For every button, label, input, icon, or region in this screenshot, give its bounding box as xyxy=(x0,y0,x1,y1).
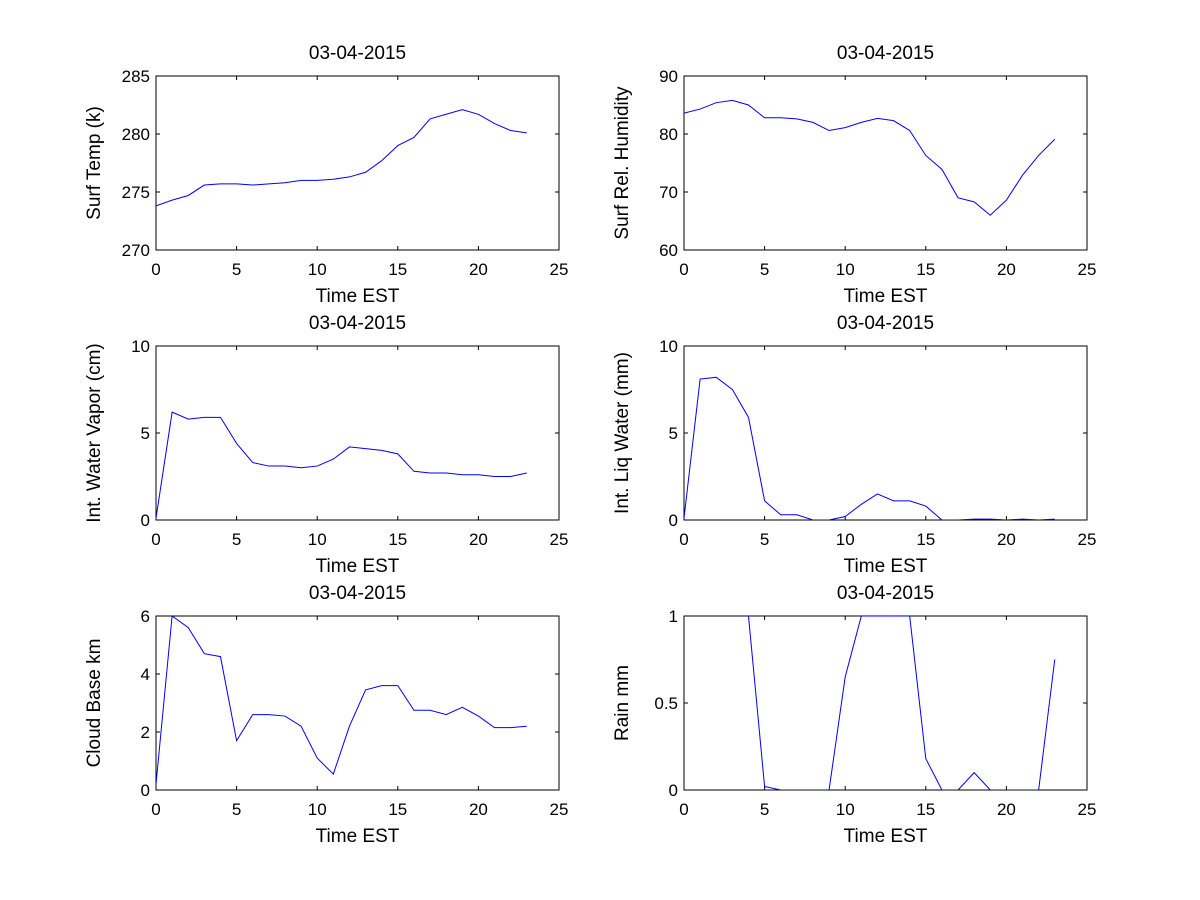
y-tick-label: 270 xyxy=(122,241,150,260)
chart-panel-5: 0 5 10 15 20 25 0 2 4 6 03-04-2015 Time EST Cloud Ba… xyxy=(84,583,568,847)
plot-area xyxy=(683,615,1088,791)
y-axis-label: Surf Temp (k) xyxy=(84,106,105,220)
x-axis-label: Time EST xyxy=(316,556,400,577)
chart-title: 03-04-2015 xyxy=(309,583,406,604)
chart-title: 03-04-2015 xyxy=(837,583,934,604)
x-tick-label: 0 xyxy=(151,800,160,819)
x-tick-label: 20 xyxy=(469,260,488,279)
y-tick-label: 0 xyxy=(669,511,678,530)
x-axis-label: Time EST xyxy=(316,826,400,847)
plot-area xyxy=(683,345,1088,521)
x-tick-label: 5 xyxy=(232,260,241,279)
x-tick-label: 5 xyxy=(760,800,769,819)
x-tick-label: 25 xyxy=(550,260,569,279)
x-tick-label: 15 xyxy=(916,800,935,819)
x-tick-label: 25 xyxy=(550,800,569,819)
x-tick-label: 5 xyxy=(232,800,241,819)
chart-panel-3: 0 5 10 15 20 25 0 5 10 03-04-2015 Time EST Int. Wat… xyxy=(84,313,568,577)
x-tick-label: 0 xyxy=(151,530,160,549)
x-tick-label: 15 xyxy=(916,530,935,549)
y-tick-label: 0 xyxy=(141,781,150,800)
series-line xyxy=(684,376,1055,520)
chart-panel-2: 0 5 10 15 20 25 60 70 80 90 03-04-2015 Time EST Surf… xyxy=(612,43,1096,307)
x-tick-label: 25 xyxy=(1078,800,1097,819)
series-line xyxy=(684,99,1056,216)
x-tick-label: 0 xyxy=(679,260,688,279)
y-tick-label: 275 xyxy=(122,183,150,202)
x-tick-label: 20 xyxy=(997,530,1016,549)
y-tick-label: 2 xyxy=(141,723,150,742)
series-line xyxy=(156,411,527,519)
y-tick-label: 10 xyxy=(659,337,678,356)
y-tick-label: 5 xyxy=(669,424,678,443)
x-tick-label: 5 xyxy=(232,530,241,549)
x-tick-label: 10 xyxy=(308,800,327,819)
y-tick-label: 285 xyxy=(122,67,150,86)
chart-title: 03-04-2015 xyxy=(309,313,406,334)
x-tick-label: 10 xyxy=(836,800,855,819)
chart-title: 03-04-2015 xyxy=(309,43,406,64)
plot-area xyxy=(155,345,560,521)
series-line xyxy=(156,616,527,785)
chart-title: 03-04-2015 xyxy=(837,313,934,334)
x-axis-label: Time EST xyxy=(844,286,928,307)
y-axis-label: Cloud Base km xyxy=(84,639,105,768)
x-tick-label: 25 xyxy=(550,530,569,549)
x-tick-label: 20 xyxy=(469,800,488,819)
y-axis-label: Int. Water Vapor (cm) xyxy=(84,343,105,522)
chart-title: 03-04-2015 xyxy=(837,43,934,64)
y-tick-label: 0 xyxy=(669,781,678,800)
x-tick-label: 0 xyxy=(679,530,688,549)
plot-area xyxy=(155,75,560,251)
x-tick-label: 0 xyxy=(151,260,160,279)
x-tick-label: 15 xyxy=(388,260,407,279)
y-tick-label: 5 xyxy=(141,424,150,443)
x-tick-label: 0 xyxy=(679,800,688,819)
chart-panel-6: 0 5 10 15 20 25 0 0.5 1 03-04-2015 Time EST Rain mm xyxy=(612,583,1097,847)
chart-panel-4: 0 5 10 15 20 25 0 5 10 03-04-2015 Time EST Int. Liq… xyxy=(612,313,1096,577)
x-axis-label: Time EST xyxy=(844,826,928,847)
y-tick-label: 90 xyxy=(659,67,678,86)
y-tick-label: 0.5 xyxy=(654,694,678,713)
plot-area xyxy=(683,75,1088,251)
x-tick-label: 20 xyxy=(469,530,488,549)
x-axis-label: Time EST xyxy=(316,286,400,307)
x-tick-label: 25 xyxy=(1078,530,1097,549)
x-tick-label: 15 xyxy=(916,260,935,279)
y-tick-label: 280 xyxy=(122,125,150,144)
series-line xyxy=(156,109,527,207)
y-tick-label: 1 xyxy=(669,607,678,626)
x-tick-label: 15 xyxy=(388,800,407,819)
x-tick-label: 20 xyxy=(997,800,1016,819)
y-tick-label: 10 xyxy=(131,337,150,356)
y-tick-label: 70 xyxy=(659,183,678,202)
y-tick-label: 80 xyxy=(659,125,678,144)
x-tick-label: 25 xyxy=(1078,260,1097,279)
x-tick-label: 10 xyxy=(836,260,855,279)
x-tick-label: 20 xyxy=(997,260,1016,279)
y-axis-label: Rain mm xyxy=(612,665,633,741)
y-tick-label: 6 xyxy=(141,607,150,626)
x-tick-label: 10 xyxy=(308,530,327,549)
x-tick-label: 5 xyxy=(760,260,769,279)
y-axis-label: Int. Liq Water (mm) xyxy=(612,352,633,514)
y-axis-label: Surf Rel. Humidity xyxy=(612,86,633,240)
y-tick-label: 60 xyxy=(659,241,678,260)
x-tick-label: 15 xyxy=(388,530,407,549)
x-tick-label: 5 xyxy=(760,530,769,549)
x-tick-label: 10 xyxy=(308,260,327,279)
chart-panel-1: 0 5 10 15 20 25 270 275 280 285 03-04-2015 Time EST… xyxy=(84,43,568,307)
x-tick-label: 10 xyxy=(836,530,855,549)
y-tick-label: 4 xyxy=(141,665,150,684)
plot-area xyxy=(155,615,560,791)
y-tick-label: 0 xyxy=(141,511,150,530)
x-axis-label: Time EST xyxy=(844,556,928,577)
